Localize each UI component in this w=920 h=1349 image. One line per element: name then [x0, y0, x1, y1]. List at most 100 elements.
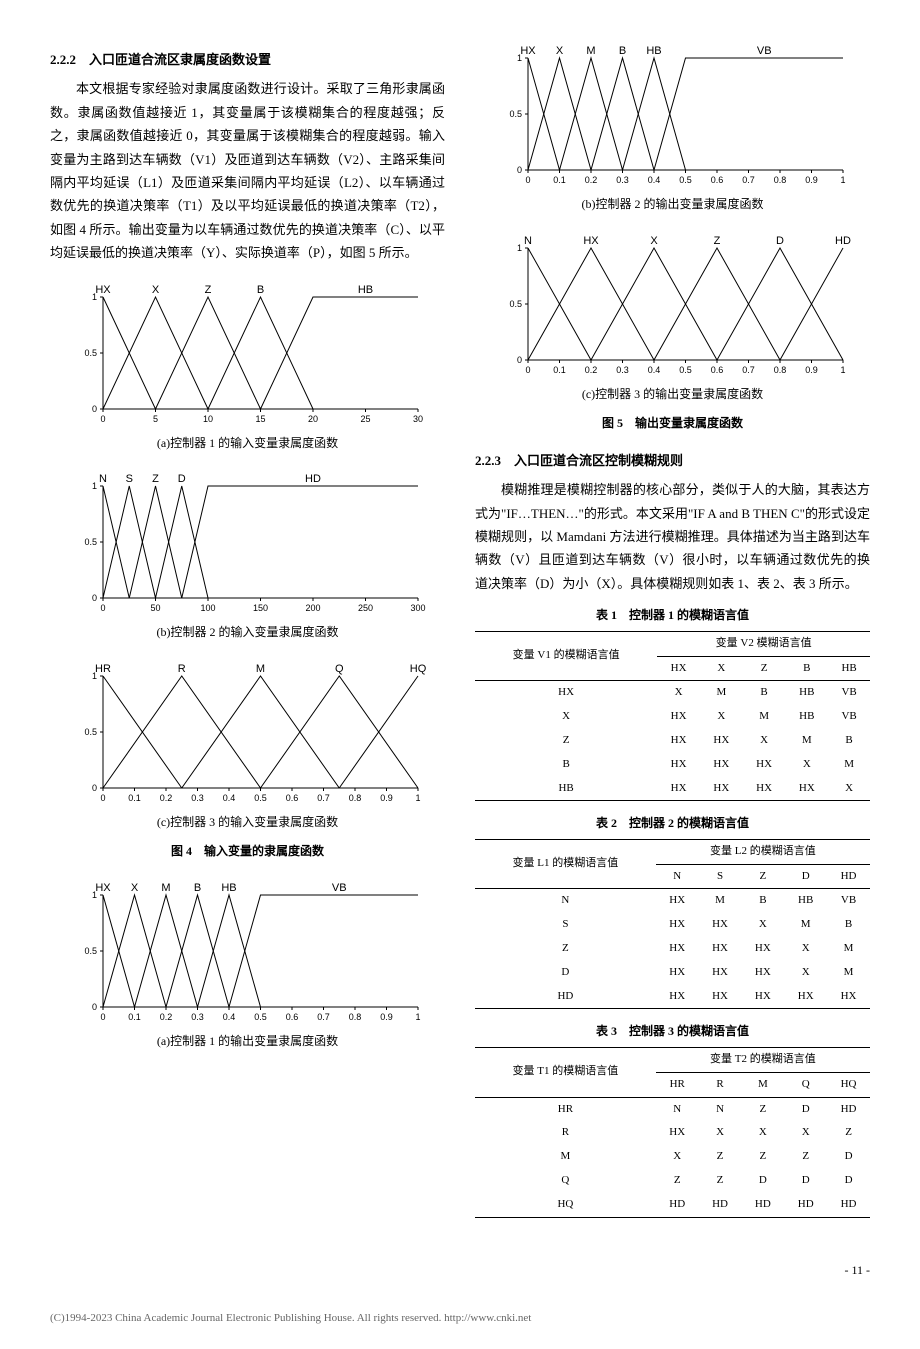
svg-text:0.2: 0.2 — [584, 365, 597, 375]
chart-out-c: NHXXZDHD 0 0.1 0.2 0.3 0.4 0.5 0.6 0.7 0… — [475, 230, 870, 380]
table1: 变量 V1 的模糊语言值变量 V2 模糊语言值HXXZBHBHXXMBHBVBX… — [475, 631, 870, 802]
table3-title: 表 3 控制器 3 的模糊语言值 — [475, 1021, 870, 1043]
svg-text:0.5: 0.5 — [254, 793, 267, 803]
caption-in-b: (b)控制器 2 的输入变量隶属度函数 — [50, 622, 445, 644]
svg-text:0.5: 0.5 — [509, 109, 522, 119]
footer-copyright: (C)1994-2023 China Academic Journal Elec… — [50, 1301, 870, 1329]
table3: 变量 T1 的模糊语言值变量 T2 的模糊语言值HRRMQHQHRNNZDHDR… — [475, 1047, 870, 1218]
svg-text:Q: Q — [334, 663, 343, 675]
svg-text:0.5: 0.5 — [509, 299, 522, 309]
svg-text:M: M — [586, 45, 595, 57]
svg-text:0.6: 0.6 — [285, 1012, 298, 1022]
svg-text:1: 1 — [91, 890, 96, 900]
svg-text:50: 50 — [150, 603, 160, 613]
svg-text:B: B — [256, 284, 263, 296]
svg-text:20: 20 — [307, 414, 317, 424]
svg-text:D: D — [776, 235, 784, 247]
svg-text:X: X — [555, 45, 563, 57]
svg-text:0.5: 0.5 — [84, 537, 97, 547]
svg-text:VB: VB — [331, 882, 346, 894]
svg-text:1: 1 — [516, 243, 521, 253]
svg-text:Z: Z — [204, 284, 211, 296]
svg-text:0: 0 — [525, 175, 530, 185]
svg-text:M: M — [255, 663, 264, 675]
caption-in-c: (c)控制器 3 的输入变量隶属度函数 — [50, 812, 445, 834]
svg-text:0: 0 — [100, 603, 105, 613]
svg-text:S: S — [125, 473, 132, 485]
svg-text:M: M — [161, 882, 170, 894]
svg-text:0: 0 — [100, 793, 105, 803]
svg-text:10: 10 — [202, 414, 212, 424]
svg-text:HX: HX — [95, 284, 111, 296]
caption-out-b: (b)控制器 2 的输出变量隶属度函数 — [475, 194, 870, 216]
svg-text:HD: HD — [305, 473, 321, 485]
svg-text:100: 100 — [200, 603, 215, 613]
svg-text:0.2: 0.2 — [159, 1012, 172, 1022]
svg-text:0.5: 0.5 — [84, 348, 97, 358]
svg-text:1: 1 — [91, 292, 96, 302]
svg-text:X: X — [650, 235, 658, 247]
svg-text:0.9: 0.9 — [380, 1012, 393, 1022]
svg-text:0.9: 0.9 — [805, 175, 818, 185]
svg-text:300: 300 — [410, 603, 425, 613]
svg-text:VB: VB — [756, 45, 771, 57]
svg-text:HB: HB — [357, 284, 372, 296]
svg-text:HB: HB — [221, 882, 236, 894]
svg-text:D: D — [177, 473, 185, 485]
chart-out-b: HXXMBHBVB 0 0.1 0.2 0.3 0.4 0.5 0.6 0.7 … — [475, 40, 870, 190]
svg-text:0.6: 0.6 — [710, 175, 723, 185]
svg-text:HQ: HQ — [409, 663, 426, 675]
svg-text:0: 0 — [91, 783, 96, 793]
svg-text:1: 1 — [840, 365, 845, 375]
svg-text:0.9: 0.9 — [805, 365, 818, 375]
svg-text:5: 5 — [152, 414, 157, 424]
svg-text:0: 0 — [100, 1012, 105, 1022]
table1-title: 表 1 控制器 1 的模糊语言值 — [475, 605, 870, 627]
svg-text:0.3: 0.3 — [191, 1012, 204, 1022]
svg-text:0.2: 0.2 — [159, 793, 172, 803]
svg-text:0.1: 0.1 — [553, 175, 566, 185]
section-223-heading: 2.2.3 入口匝道合流区控制模糊规则 — [475, 449, 870, 472]
svg-text:0.2: 0.2 — [584, 175, 597, 185]
svg-text:250: 250 — [357, 603, 372, 613]
caption-out-a: (a)控制器 1 的输出变量隶属度函数 — [50, 1031, 445, 1053]
caption-in-a: (a)控制器 1 的输入变量隶属度函数 — [50, 433, 445, 455]
chart-in-b: NSZDHD 0 50 100 150 200 250 300 0 0.5 1 — [50, 468, 445, 618]
svg-text:30: 30 — [412, 414, 422, 424]
chart-in-a: HXXZBHB 0 5 10 15 20 25 30 0 0.5 1 — [50, 279, 445, 429]
svg-text:0.4: 0.4 — [222, 793, 235, 803]
svg-text:150: 150 — [252, 603, 267, 613]
section-222-heading: 2.2.2 入口匝道合流区隶属度函数设置 — [50, 48, 445, 71]
svg-text:0.5: 0.5 — [679, 175, 692, 185]
svg-text:0.8: 0.8 — [348, 793, 361, 803]
svg-text:0.7: 0.7 — [317, 793, 330, 803]
svg-text:1: 1 — [415, 793, 420, 803]
svg-text:0.4: 0.4 — [222, 1012, 235, 1022]
svg-text:0.7: 0.7 — [742, 175, 755, 185]
svg-text:0: 0 — [100, 414, 105, 424]
svg-text:0.8: 0.8 — [348, 1012, 361, 1022]
svg-text:0.5: 0.5 — [679, 365, 692, 375]
svg-text:0.1: 0.1 — [553, 365, 566, 375]
caption-out-c: (c)控制器 3 的输出变量隶属度函数 — [475, 384, 870, 406]
svg-text:HX: HX — [583, 235, 599, 247]
section-223-para: 模糊推理是模糊控制器的核心部分，类似于人的大脑，其表达方式为"IF…THEN…"… — [475, 478, 870, 595]
svg-text:X: X — [151, 284, 159, 296]
table2-title: 表 2 控制器 2 的模糊语言值 — [475, 813, 870, 835]
svg-text:N: N — [524, 235, 532, 247]
svg-text:0.9: 0.9 — [380, 793, 393, 803]
fig5-title: 图 5 输出变量隶属度函数 — [475, 413, 870, 435]
svg-text:0.7: 0.7 — [317, 1012, 330, 1022]
svg-text:0: 0 — [91, 1002, 96, 1012]
svg-text:0.7: 0.7 — [742, 365, 755, 375]
svg-text:0.4: 0.4 — [647, 365, 660, 375]
svg-text:0.8: 0.8 — [773, 175, 786, 185]
svg-text:25: 25 — [360, 414, 370, 424]
svg-text:HD: HD — [835, 235, 851, 247]
svg-text:0: 0 — [516, 165, 521, 175]
svg-text:0.5: 0.5 — [254, 1012, 267, 1022]
svg-text:Z: Z — [152, 473, 159, 485]
fig4-title: 图 4 输入变量的隶属度函数 — [50, 841, 445, 863]
svg-text:1: 1 — [840, 175, 845, 185]
svg-text:Z: Z — [713, 235, 720, 247]
